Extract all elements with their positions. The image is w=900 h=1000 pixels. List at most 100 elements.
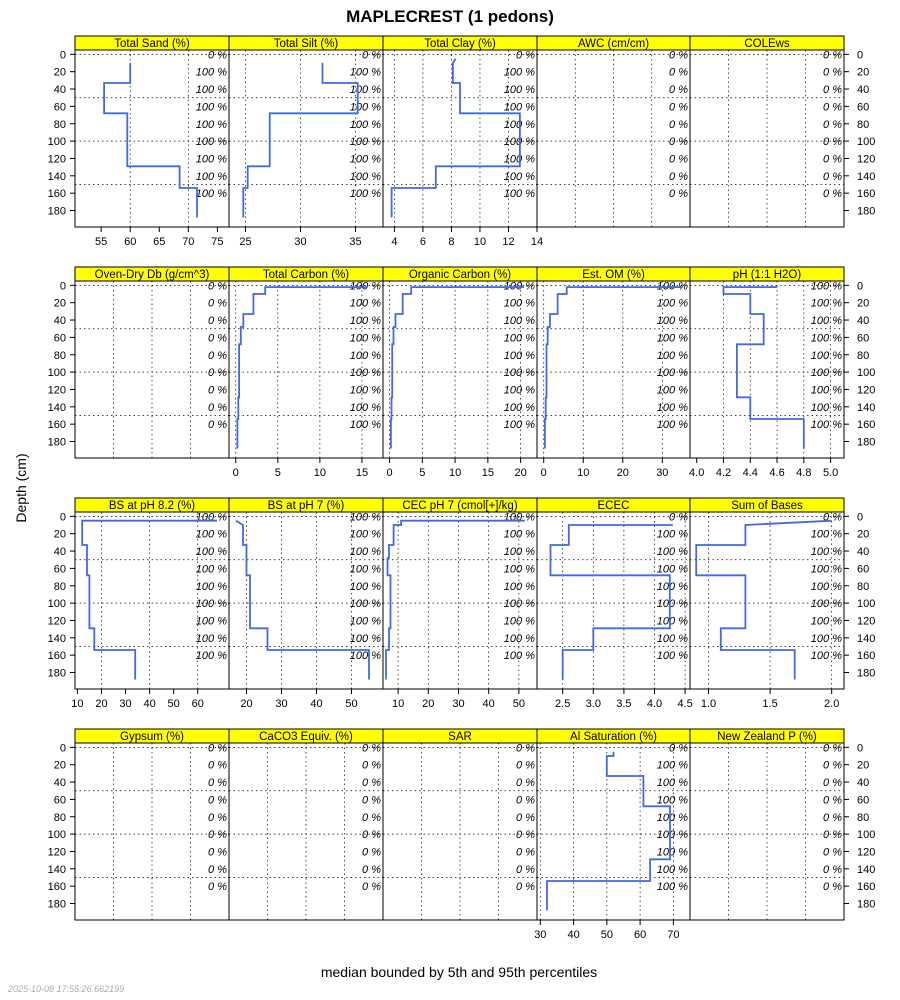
percent-label: 100 % xyxy=(657,367,688,379)
y-tick-label-left: 80 xyxy=(54,119,66,131)
y-tick-label-left: 20 xyxy=(54,760,66,772)
x-tick-label: 50 xyxy=(345,698,357,710)
panel-organic-carbon: Organic Carbon (%) 100 % 100 % 100 % 100 % 10… xyxy=(382,266,538,479)
percent-label: 0 % xyxy=(669,49,688,61)
x-tick-label: 1.0 xyxy=(701,698,716,710)
y-tick-label-right: 60 xyxy=(857,563,869,575)
y-tick-label-left: 20 xyxy=(54,298,66,310)
percent-label: 100 % xyxy=(196,153,227,165)
percent-label: 0 % xyxy=(823,188,842,200)
x-tick-label: 60 xyxy=(124,236,136,248)
percent-label: 0 % xyxy=(516,881,535,893)
y-tick-label-left: 100 xyxy=(48,829,66,841)
percent-label: 0 % xyxy=(823,171,842,183)
y-tick-label-left: 140 xyxy=(48,633,66,645)
x-tick-label: 50 xyxy=(601,929,613,941)
percent-label: 100 % xyxy=(657,650,688,662)
panel-oven-dry-db-g-cm-3: Oven-Dry Db (g/cm^3)0 %0 %0 %0 %0 %0 %0 … xyxy=(74,266,230,459)
y-tick-label-right: 100 xyxy=(857,136,875,148)
median-profile-line xyxy=(549,524,673,680)
y-tick-label-left: 60 xyxy=(54,794,66,806)
panel-frame xyxy=(382,742,538,921)
percent-label: 0 % xyxy=(823,119,842,131)
median-profile-line xyxy=(695,519,832,680)
percent-label: 100 % xyxy=(196,529,227,541)
percent-label: 100 % xyxy=(657,350,688,362)
percent-label: 100 % xyxy=(196,101,227,113)
percent-label: 0 % xyxy=(208,864,227,876)
x-tick-label: 20 xyxy=(422,698,434,710)
percent-label: 100 % xyxy=(504,101,535,113)
percent-label: 100 % xyxy=(811,298,842,310)
y-tick-label-right: 120 xyxy=(857,384,875,396)
percent-label: 100 % xyxy=(350,598,381,610)
y-tick-label-left: 120 xyxy=(48,615,66,627)
percent-label: 0 % xyxy=(362,794,381,806)
x-tick-label: 30 xyxy=(275,698,287,710)
y-tick-label-right: 0 xyxy=(857,280,863,292)
percent-label: 100 % xyxy=(196,67,227,79)
percent-label: 100 % xyxy=(504,315,535,327)
y-tick-label-left: 0 xyxy=(60,280,66,292)
panel-strip-label: ECEC xyxy=(598,500,630,512)
y-tick-label-left: 80 xyxy=(54,812,66,824)
percent-label: 0 % xyxy=(516,760,535,772)
x-tick-label: 4.5 xyxy=(677,698,692,710)
x-tick-label: 4.0 xyxy=(647,698,662,710)
median-profile-line xyxy=(546,751,671,911)
percent-label: 0 % xyxy=(823,881,842,893)
percent-label: 0 % xyxy=(362,864,381,876)
median-profile-line xyxy=(389,286,524,449)
x-tick-label: 10 xyxy=(392,698,404,710)
y-tick-label-right: 20 xyxy=(857,67,869,79)
percent-label: 0 % xyxy=(208,280,227,292)
y-tick-label-right: 180 xyxy=(857,668,875,680)
x-tick-label: 4.0 xyxy=(689,467,704,479)
percent-label: 100 % xyxy=(196,84,227,96)
y-tick-label-right: 80 xyxy=(857,812,869,824)
percent-label: 100 % xyxy=(350,332,381,344)
panel-strip-label: Total Sand (%) xyxy=(114,38,190,50)
x-tick-label: 30 xyxy=(656,467,668,479)
percent-label: 100 % xyxy=(350,315,381,327)
percent-label: 0 % xyxy=(516,777,535,789)
percent-label: 0 % xyxy=(823,742,842,754)
percent-label: 0 % xyxy=(823,67,842,79)
panel-cec-ph-7-cmol-kg: CEC pH 7 (cmol[+]/kg) 100 % 100 % 100 % 100 … xyxy=(382,497,538,710)
percent-label: 0 % xyxy=(516,49,535,61)
y-tick-label-right: 80 xyxy=(857,581,869,593)
percent-label: 0 % xyxy=(208,777,227,789)
median-profile-line xyxy=(722,286,805,449)
percent-label: 100 % xyxy=(811,367,842,379)
panel-strip-label: New Zealand P (%) xyxy=(717,731,817,743)
x-tick-label: 55 xyxy=(95,236,107,248)
percent-label: 100 % xyxy=(657,794,688,806)
x-tick-label: 40 xyxy=(143,698,155,710)
x-tick-label: 35 xyxy=(349,236,361,248)
y-tick-label-left: 20 xyxy=(54,529,66,541)
panel-ph-1-1-h2o: pH (1:1 H2O) 100 % 100 % 100 % 100 % 100 % 100… xyxy=(689,266,845,479)
percent-label: 100 % xyxy=(504,598,535,610)
y-tick-label-right: 160 xyxy=(857,881,875,893)
y-tick-label-right: 160 xyxy=(857,188,875,200)
panel-frame xyxy=(689,49,845,228)
percent-label: 0 % xyxy=(208,49,227,61)
y-tick-label-right: 140 xyxy=(857,171,875,183)
x-tick-label: 15 xyxy=(356,467,368,479)
percent-label: 100 % xyxy=(196,563,227,575)
percent-label: 100 % xyxy=(350,101,381,113)
x-axis-title: median bounded by 5th and 95th percentil… xyxy=(321,964,597,980)
x-tick-label: 4 xyxy=(391,236,397,248)
percent-label: 0 % xyxy=(516,864,535,876)
percent-label: 0 % xyxy=(823,829,842,841)
percent-label: 100 % xyxy=(196,598,227,610)
y-tick-label-right: 40 xyxy=(857,315,869,327)
percent-label: 100 % xyxy=(350,650,381,662)
panel-frame xyxy=(689,511,845,690)
x-tick-label: 12 xyxy=(502,236,514,248)
panel-total-carbon: Total Carbon (%) 100 % 100 % 100 % 100 % 100 … xyxy=(228,266,384,479)
x-tick-label: 10 xyxy=(577,467,589,479)
percent-label: 100 % xyxy=(504,563,535,575)
percent-label: 0 % xyxy=(669,171,688,183)
